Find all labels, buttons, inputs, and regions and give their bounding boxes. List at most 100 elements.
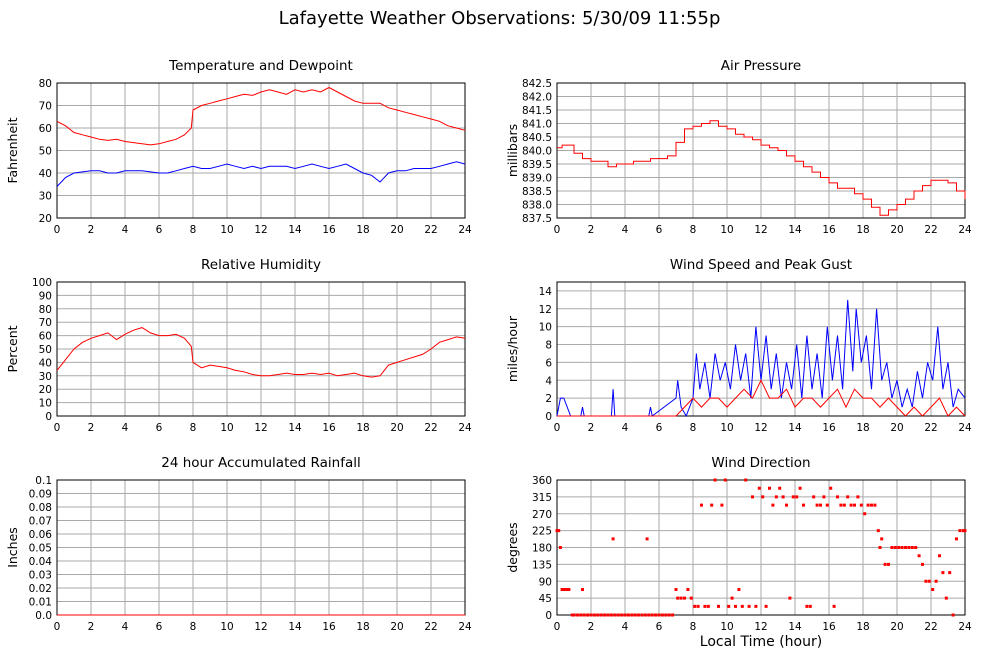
x-tick-label: 16 [322,422,336,434]
x-tick-label: 24 [458,621,472,633]
direction-point [645,537,649,541]
y-tick-label: 40 [39,168,52,180]
y-tick-label: 838.0 [522,200,552,212]
chart-title: Wind Direction [711,455,810,471]
direction-point [958,529,962,533]
y-tick-label: 0.01 [29,597,52,609]
direction-point [700,503,703,507]
direction-point [893,546,897,549]
plot-border [56,281,466,417]
y-tick-label: 80 [39,304,52,316]
x-tick-label: 10 [220,422,233,434]
direction-point [560,588,564,591]
y-tick-label: 315 [532,492,552,504]
y-tick-label: 50 [39,344,52,356]
direction-point [611,537,615,541]
direction-point [951,613,955,617]
direction-point [557,529,561,533]
y-tick-label: 360 [532,475,552,487]
direction-point [880,537,884,541]
y-tick-label: 90 [539,576,552,588]
y-tick-label: 0.06 [29,529,53,541]
direction-point [730,596,734,600]
x-tick-label: 18 [856,621,869,633]
y-tick-label: 100 [32,277,52,289]
pressure-chart: 0 2 4 6 8 10 12 14 16 18 20 22 24837.5838.0838.5839.… [505,58,972,236]
x-tick-label: 8 [190,621,197,633]
direction-point [606,613,610,617]
direction-point [815,503,819,507]
direction-point [791,495,795,499]
x-tick-label: 16 [822,422,836,434]
x-tick-label: 18 [356,621,369,633]
x-tick-label: 12 [254,224,267,236]
direction-point [941,571,945,575]
x-tick-label: 14 [288,224,302,236]
x-tick-label: 10 [220,621,233,633]
plot-border [56,82,466,219]
direction-point [927,579,931,583]
x-tick-label: 24 [958,224,972,236]
direction-point [866,503,870,507]
x-tick-label: 18 [356,422,369,434]
direction-point [825,503,829,507]
direction-point [565,588,569,591]
direction-point [887,562,890,566]
direction-point [734,604,737,608]
direction-point [788,596,792,600]
y-axis-label: millibars [505,124,520,177]
x-tick-label: 0 [554,621,561,633]
y-axis-label: Percent [5,325,20,372]
direction-point [575,613,579,617]
direction-point [859,503,863,507]
x-tick-label: 6 [156,224,163,236]
y-axis-label: Fahrenheit [5,117,20,183]
plot-border [556,281,966,417]
y-tick-label: 841.0 [522,119,552,131]
direction-point [802,503,805,507]
direction-point [567,588,571,591]
temp-series-line-0 [56,86,466,146]
direction-point [963,529,967,533]
x-tick-label: 6 [156,621,163,633]
x-tick-label: 14 [288,422,302,434]
direction-point [778,486,782,490]
x-tick-label: 22 [424,224,437,236]
x-tick-label: 2 [588,422,595,434]
x-tick-label: 8 [690,422,697,434]
x-tick-label: 8 [690,621,697,633]
direction-point [710,503,714,507]
direction-point [761,495,765,499]
y-tick-label: 225 [532,526,552,538]
direction-point [706,604,710,608]
y-tick-label: 10 [39,398,52,410]
direction-point [853,503,856,507]
direction-point [643,613,647,617]
y-tick-label: 0.03 [29,570,52,582]
x-tick-label: 8 [690,224,697,236]
direction-point [586,613,590,617]
direction-point [555,529,559,533]
direction-point [754,604,758,608]
direction-point [829,486,833,490]
x-tick-label: 24 [958,621,972,633]
direction-point [924,579,928,583]
direction-point [620,613,624,617]
x-tick-label: 24 [958,422,972,434]
y-tick-label: 0.04 [29,556,53,568]
y-tick-label: 70 [39,317,52,329]
direction-point [822,495,826,499]
direction-point [781,495,785,499]
humidity-series-line-0 [56,327,466,378]
direction-point [637,613,641,617]
x-tick-label: 0 [554,224,561,236]
x-tick-label: 10 [720,422,733,434]
x-tick-label: 20 [390,422,403,434]
x-tick-label: 2 [88,422,95,434]
x-tick-label: 16 [322,224,336,236]
x-tick-label: 4 [122,224,129,236]
x-tick-label: 0 [54,224,61,236]
x-tick-label: 10 [720,224,733,236]
direction-point [900,546,904,549]
direction-point [832,604,836,608]
